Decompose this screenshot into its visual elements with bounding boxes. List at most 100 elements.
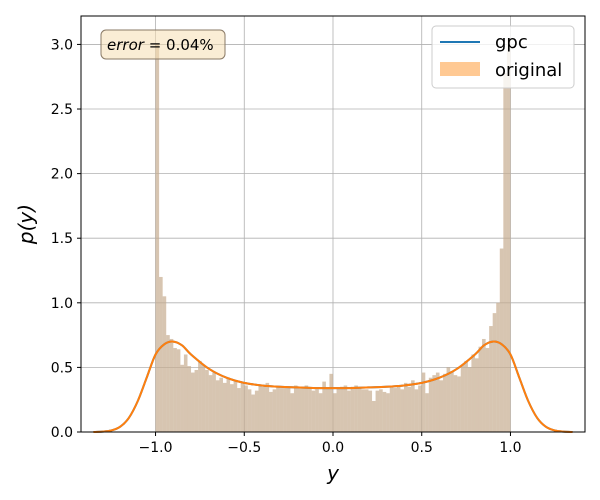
histogram-bar-shade: [290, 393, 294, 432]
histogram-bar-shade: [475, 358, 479, 432]
histogram-bar-shade: [283, 387, 287, 432]
histogram-bar-shade: [486, 348, 490, 432]
histogram-bar-shade: [202, 365, 206, 432]
histogram-bar-shade: [503, 73, 507, 432]
histogram-bar-shade: [482, 339, 486, 432]
histogram-bar-shade: [400, 389, 404, 432]
histogram-bar-shade: [390, 387, 394, 432]
histogram-bar-shade: [344, 385, 348, 432]
histogram-bar-shade: [198, 361, 202, 432]
histogram-bar-shade: [258, 385, 262, 432]
histogram-bar-shade: [468, 367, 472, 432]
legend: gpc original: [432, 26, 574, 88]
histogram-bar-shade: [177, 349, 181, 432]
histogram-bar-shade: [166, 335, 170, 432]
histogram-bar-shade: [383, 392, 387, 432]
x-tick-label: 1.0: [499, 440, 521, 456]
histogram-bar-shade: [443, 374, 447, 432]
histogram-bar-shade: [461, 365, 465, 432]
histogram-bar-shade: [447, 367, 451, 432]
histogram-bar-shade: [507, 38, 511, 432]
histogram-bar-shade: [319, 393, 323, 432]
histogram-bar-shade: [347, 391, 351, 432]
x-tick-label: −1.0: [139, 440, 173, 456]
x-tick-label: 0.5: [411, 440, 433, 456]
histogram-bar-shade: [500, 249, 504, 432]
histogram-bar-shade: [404, 383, 408, 432]
histogram-bar-shade: [241, 383, 245, 432]
histogram-bar-shade: [358, 388, 362, 432]
histogram-bar-shade: [276, 387, 280, 432]
histogram-bar-shade: [251, 395, 255, 432]
histogram-bar-shade: [326, 388, 330, 432]
histogram-bar-shade: [454, 375, 458, 432]
histogram-bar-shade: [273, 389, 277, 432]
histogram-bar-shade: [305, 385, 309, 432]
y-tick-label: 3.0: [51, 37, 73, 53]
histogram-bar-shade: [223, 383, 227, 432]
histogram-bar-shade: [411, 380, 415, 432]
y-tick-label: 0.5: [51, 360, 73, 376]
histogram-bar-shade: [329, 374, 333, 432]
histogram-bar-shade: [255, 391, 259, 432]
histogram-bar-shade: [372, 401, 376, 432]
histogram-bar-shade: [397, 385, 401, 432]
histogram-bar-shade: [315, 389, 319, 432]
legend-original-swatch: [440, 62, 480, 76]
y-axis-label: p(y): [14, 204, 38, 245]
histogram-bar-shade: [184, 354, 188, 432]
histogram-bar-shade: [439, 380, 443, 432]
histogram-bar-shade: [464, 361, 468, 432]
histogram-bar-shade: [159, 277, 163, 432]
histogram-bar-shade: [376, 391, 380, 432]
histogram-bar-shade: [156, 44, 160, 432]
histogram-bar-shade: [248, 389, 252, 432]
histogram-bar-shade: [418, 385, 422, 432]
legend-gpc-label: gpc: [495, 32, 528, 53]
error-annotation-value: = 0.04%: [144, 36, 214, 54]
histogram-bar-shade: [450, 371, 454, 432]
histogram-bar-shade: [209, 375, 213, 432]
histogram-bar-shade: [212, 373, 216, 432]
histogram-bar-shade: [436, 373, 440, 432]
histogram-bar-shade: [216, 380, 220, 432]
error-annotation-italic: error: [107, 36, 145, 54]
histogram-bar-shade: [191, 373, 195, 432]
histogram-bar-shade: [365, 389, 369, 432]
histogram-bar-shade: [230, 384, 234, 432]
histogram-bar-shade: [163, 296, 167, 432]
histogram-bar-shade: [379, 389, 383, 432]
histogram-bar-shade: [262, 387, 266, 432]
histogram-bar-shade: [368, 391, 372, 432]
histogram-bar-shade: [266, 383, 270, 432]
x-tick-label: 0.0: [322, 440, 344, 456]
y-tick-label: 0.0: [51, 425, 73, 441]
histogram-bar-shade: [471, 354, 475, 432]
histogram-bar-shade: [393, 388, 397, 432]
x-tick-label: −0.5: [227, 440, 261, 456]
legend-original-label: original: [495, 60, 562, 81]
histogram-bar-shade: [308, 388, 312, 432]
histogram-bar-shade: [205, 370, 209, 432]
histogram-bar-shade: [219, 378, 223, 432]
histogram-bar-shade: [173, 348, 177, 432]
histogram-bar-shade: [187, 366, 191, 432]
histogram-bar-shade: [294, 385, 298, 432]
histogram-bar-shade: [386, 393, 390, 432]
error-annotation: error = 0.04%: [101, 30, 225, 59]
histogram-bar-shade: [170, 339, 174, 432]
histogram-bar-shade: [180, 365, 184, 432]
histogram-bar-shade: [425, 393, 429, 432]
histogram-bar-shade: [269, 392, 273, 432]
histogram-bar-shade: [298, 388, 302, 432]
histogram-bar-shade: [333, 393, 337, 432]
histogram-bar-shade: [340, 387, 344, 432]
histogram-bar-shade: [479, 347, 483, 432]
x-axis-label: y: [326, 461, 340, 485]
histogram-bar-shade: [287, 388, 291, 432]
y-tick-label: 2.0: [51, 167, 73, 183]
histogram-bar-shade: [457, 376, 461, 432]
histogram-bar-shade: [408, 387, 412, 432]
